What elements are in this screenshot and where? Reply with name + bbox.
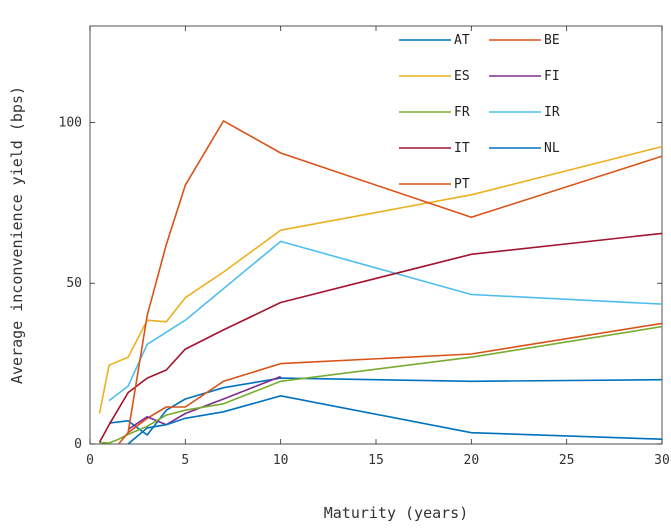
legend-label-at: AT [454, 33, 470, 48]
y-axis-label: Average inconvenience yield (bps) [8, 86, 26, 384]
series-line-it [98, 232, 662, 443]
legend-label-fi: FI [544, 69, 560, 84]
series-line-pt [117, 120, 662, 444]
legend: AT BE ES FI FR IR IT NL PT [399, 33, 560, 192]
y-tick-label: 100 [59, 115, 82, 130]
series-line-be [127, 322, 662, 434]
legend-label-fr: FR [454, 105, 470, 120]
series-line-fi [127, 375, 281, 431]
legend-label-es: ES [454, 69, 470, 84]
series-line-es [98, 145, 662, 414]
x-tick-label: 30 [654, 453, 670, 468]
legend-label-pt: PT [454, 177, 470, 192]
legend-label-nl: NL [544, 141, 560, 156]
series-line-fr [99, 325, 662, 444]
x-axis-label: Maturity (years) [324, 504, 469, 522]
series-layer [98, 120, 662, 444]
x-tick-label: 10 [273, 453, 289, 468]
x-tick-label: 0 [86, 453, 94, 468]
x-tick-label: 20 [464, 453, 480, 468]
y-tick-label: 50 [66, 276, 82, 291]
legend-label-be: BE [544, 33, 560, 48]
series-line-ir [108, 240, 662, 402]
y-tick-label: 0 [74, 437, 82, 452]
legend-label-it: IT [454, 141, 470, 156]
legend-label-ir: IR [544, 105, 560, 120]
x-tick-label: 15 [368, 453, 384, 468]
axis-ticks: 0 5 10 15 20 25 30 0 50 100 [59, 26, 670, 468]
plot-area [89, 25, 663, 445]
x-tick-label: 5 [181, 453, 189, 468]
series-line-nl [127, 394, 662, 444]
x-tick-label: 25 [559, 453, 575, 468]
